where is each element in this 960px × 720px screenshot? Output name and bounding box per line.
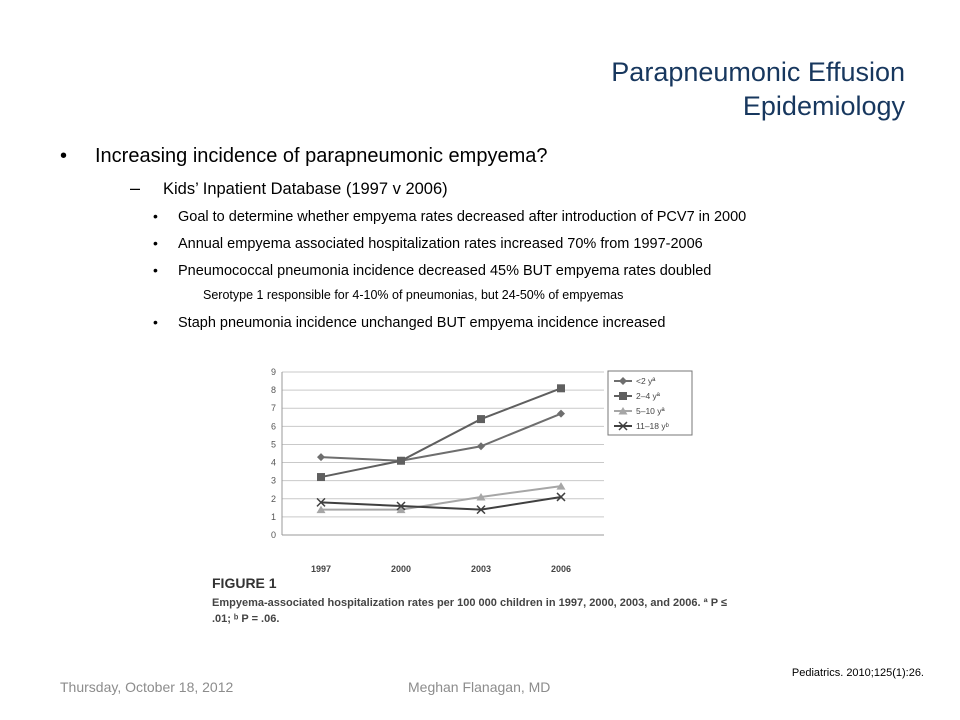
series-line-3	[320, 495, 562, 511]
legend-marker	[618, 421, 628, 431]
data-point	[317, 453, 325, 462]
bullet-marker: •	[153, 262, 158, 278]
data-point	[476, 492, 486, 501]
detail-serotype: Serotype 1 responsible for 4-10% of pneu…	[203, 288, 624, 302]
legend-label: 11–18 yᵇ	[636, 421, 669, 431]
y-tick-label: 7	[271, 403, 276, 413]
slide-title-line2: Epidemiology	[742, 91, 905, 121]
bullet-marker: •	[60, 145, 68, 167]
data-point	[316, 505, 326, 514]
y-tick-label: 9	[271, 367, 276, 377]
footer-date: Thursday, October 18, 2012	[60, 679, 234, 695]
data-point	[476, 505, 486, 515]
data-point	[477, 442, 485, 451]
figure-image: 0 1 2 3 4 5 6 7 8 9 1997 2000 2003 2006 <2 yª 2–4 yª 5…	[212, 361, 746, 630]
detail-goal: Goal to determine whether empyema rates …	[178, 209, 747, 225]
data-point	[396, 501, 406, 511]
series-line-2	[321, 485, 562, 511]
chart-grid	[281, 371, 604, 536]
y-tick-label: 8	[271, 385, 276, 395]
data-point	[317, 473, 325, 482]
legend-marker	[619, 377, 627, 385]
detail-annual-rates: Annual empyema associated hospitalizatio…	[178, 236, 703, 252]
x-tick-label: 2006	[551, 564, 571, 574]
figure-caption-line2: .01; ᵇ P = .06.	[212, 613, 279, 625]
y-axis-ticks: 0 1 2 3 4 5 6 7 8 9	[271, 367, 276, 540]
data-point	[556, 482, 566, 490]
legend-label: 2–4 yª	[636, 391, 661, 401]
legend-marker	[619, 392, 627, 400]
y-tick-label: 5	[271, 439, 276, 449]
x-tick-label: 2000	[391, 564, 411, 574]
footer-author: Meghan Flanagan, MD	[408, 679, 551, 695]
y-tick-label: 1	[271, 512, 276, 522]
chart-series	[316, 384, 566, 515]
y-tick-label: 2	[271, 494, 276, 504]
data-point	[396, 505, 406, 514]
y-tick-label: 0	[271, 530, 276, 540]
figure-label: FIGURE 1	[212, 575, 277, 591]
data-point	[556, 492, 566, 502]
x-tick-label: 2003	[471, 564, 491, 574]
chart-legend: <2 yª 2–4 yª 5–10 yª 11–18 yᵇ	[607, 370, 693, 436]
y-tick-label: 3	[271, 476, 276, 486]
data-point	[557, 384, 565, 393]
data-point	[397, 456, 405, 465]
bullet-marker: •	[153, 235, 158, 251]
data-point	[557, 409, 565, 418]
data-point	[316, 497, 326, 507]
citation: Pediatrics. 2010;125(1):26.	[791, 667, 924, 679]
bullet-marker: •	[153, 208, 158, 224]
x-axis-ticks: 1997 2000 2003 2006	[311, 564, 571, 574]
slide-title: Parapneumonic Effusion Epidemiology	[611, 55, 905, 123]
bullet-marker: •	[153, 314, 158, 330]
y-tick-label: 4	[271, 458, 276, 468]
legend-label: 5–10 yª	[636, 406, 666, 416]
legend-label: <2 yª	[636, 376, 656, 386]
slide-title-line1: Parapneumonic Effusion	[611, 57, 905, 87]
data-point	[477, 415, 485, 424]
legend-marker	[618, 407, 628, 415]
series-line-0	[320, 412, 562, 462]
detail-pneumococcal: Pneumococcal pneumonia incidence decreas…	[178, 263, 712, 279]
figure-caption-line1: Empyema-associated hospitalization rates…	[212, 597, 727, 609]
x-tick-label: 1997	[311, 564, 331, 574]
series-line-1	[320, 387, 562, 479]
sub-bullet-database: Kids’ Inpatient Database (1997 v 2006)	[163, 180, 448, 198]
detail-staph: Staph pneumonia incidence unchanged BUT …	[178, 315, 666, 331]
y-tick-label: 6	[271, 421, 276, 431]
dash-marker: –	[130, 178, 141, 198]
bullet-main: Increasing incidence of parapneumonic em…	[95, 145, 548, 167]
line-chart: 0 1 2 3 4 5 6 7 8 9 1997 2000 2003 2006 <2 yª 2–4 yª 5…	[212, 367, 727, 625]
